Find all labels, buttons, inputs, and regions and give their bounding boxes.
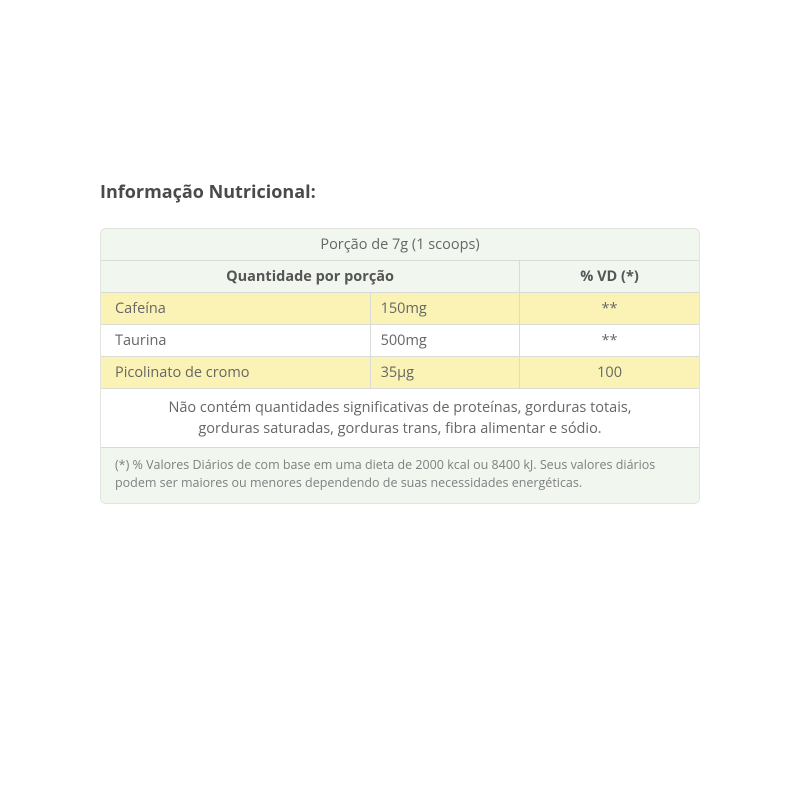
header-row: Quantidade por porção % VD (*) [101, 261, 699, 293]
nutrition-table-panel: Porção de 7g (1 scoops) Quantidade por p… [100, 228, 700, 504]
nutrient-vd: ** [520, 293, 699, 325]
nutrient-vd: ** [520, 325, 699, 357]
header-vd: % VD (*) [520, 261, 699, 293]
table-row: Cafeína 150mg ** [101, 293, 699, 325]
table-row: Taurina 500mg ** [101, 325, 699, 357]
nutrient-amount: 500mg [370, 325, 520, 357]
note-cell: Não contém quantidades significativas de… [101, 389, 699, 448]
nutrient-name: Picolinato de cromo [101, 357, 370, 389]
nutrient-amount: 35µg [370, 357, 520, 389]
header-quantity: Quantidade por porção [101, 261, 520, 293]
nutrient-name: Cafeína [101, 293, 370, 325]
portion-cell: Porção de 7g (1 scoops) [101, 229, 699, 261]
nutrient-name: Taurina [101, 325, 370, 357]
table-row: Picolinato de cromo 35µg 100 [101, 357, 699, 389]
portion-row: Porção de 7g (1 scoops) [101, 229, 699, 261]
footnote-cell: (*) % Valores Diários de com base em uma… [101, 448, 699, 504]
note-row: Não contém quantidades significativas de… [101, 389, 699, 448]
nutrient-amount: 150mg [370, 293, 520, 325]
footnote-row: (*) % Valores Diários de com base em uma… [101, 448, 699, 504]
section-heading: Informação Nutricional: [100, 180, 700, 204]
nutrition-table: Porção de 7g (1 scoops) Quantidade por p… [101, 229, 699, 503]
nutrient-vd: 100 [520, 357, 699, 389]
